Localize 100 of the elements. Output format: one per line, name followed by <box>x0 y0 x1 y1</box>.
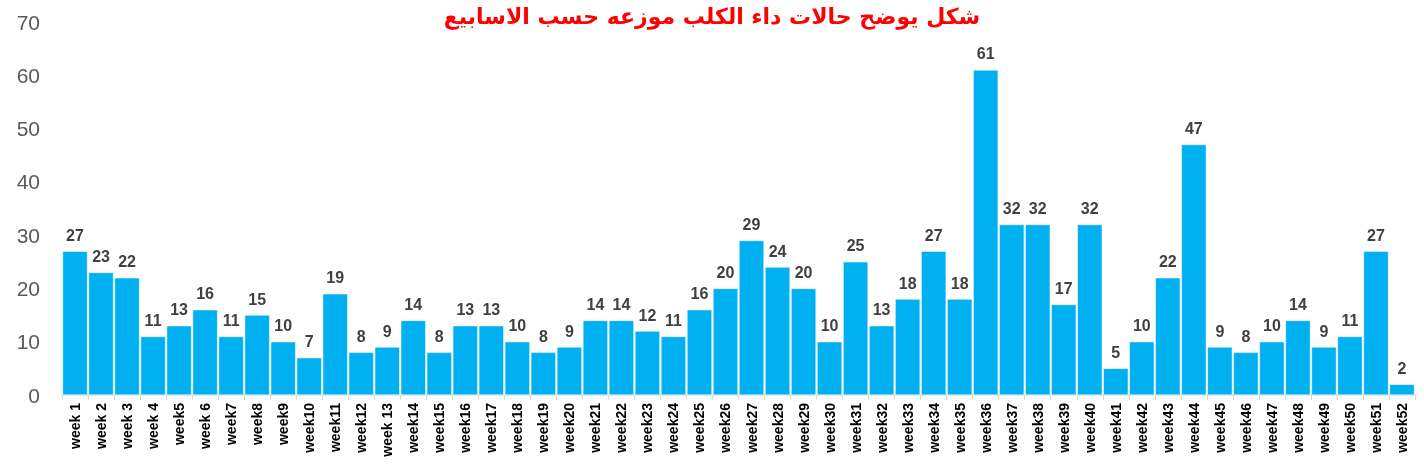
x-tick-label: week 4 <box>145 402 162 450</box>
x-tick-label: week50 <box>1341 402 1358 454</box>
x-tick-label: week 2 <box>93 402 110 450</box>
data-label: 29 <box>742 215 761 233</box>
x-tick-label: week33 <box>899 402 916 454</box>
data-label: 13 <box>170 301 189 319</box>
data-label: 27 <box>1367 226 1385 244</box>
data-label: 8 <box>434 327 444 345</box>
data-label: 22 <box>1158 253 1177 271</box>
x-tick-label: week5 <box>171 402 188 447</box>
x-tick-label: week14 <box>405 402 422 454</box>
data-label: 5 <box>1111 343 1121 361</box>
x-tick-label: week35 <box>951 402 968 454</box>
data-label: 25 <box>846 237 865 255</box>
data-label: 47 <box>1184 120 1203 138</box>
data-label: 13 <box>872 301 891 319</box>
data-label: 24 <box>768 242 787 260</box>
data-label: 22 <box>118 253 137 271</box>
y-tick-label: 0 <box>28 383 40 407</box>
data-label: 20 <box>716 263 735 281</box>
data-label: 17 <box>1054 279 1073 297</box>
x-tick-label: week45 <box>1211 402 1228 454</box>
x-tick-label: week52 <box>1393 402 1410 454</box>
x-tick-label: week46 <box>1237 402 1254 454</box>
data-label: 2 <box>1397 359 1407 377</box>
x-tick-label: week21 <box>587 402 604 454</box>
x-tick-label: week18 <box>509 402 526 454</box>
y-tick-label: 30 <box>16 223 40 247</box>
data-label: 10 <box>508 317 527 335</box>
data-label: 11 <box>144 311 162 329</box>
x-tick-label: week34 <box>925 402 942 454</box>
x-tick-label: week22 <box>613 402 630 454</box>
data-label: 32 <box>1002 199 1021 217</box>
data-label: 27 <box>66 226 85 244</box>
data-label: 14 <box>612 295 631 313</box>
x-tick-label: week9 <box>275 402 292 447</box>
x-tick-label: week12 <box>353 402 370 454</box>
x-tick-label: week8 <box>249 402 266 447</box>
y-tick-label: 40 <box>16 170 40 194</box>
data-label: 13 <box>482 301 501 319</box>
data-label: 11 <box>1341 311 1359 329</box>
x-tick-label: week30 <box>821 402 838 454</box>
y-tick-label: 50 <box>16 117 40 141</box>
y-tick-label: 20 <box>16 276 40 300</box>
data-label: 11 <box>664 311 683 329</box>
x-tick-label: week42 <box>1133 402 1150 454</box>
x-tick-label: week10 <box>301 402 318 454</box>
x-tick-label: week49 <box>1315 402 1332 454</box>
x-tick-label: week 13 <box>379 402 396 458</box>
x-tick-label: week7 <box>223 402 240 447</box>
y-tick-label: 70 <box>16 10 40 34</box>
x-tick-label: week17 <box>483 402 500 454</box>
data-label: 9 <box>564 322 574 340</box>
x-tick-label: week26 <box>717 402 734 454</box>
x-tick-label: week16 <box>457 402 474 454</box>
x-tick-label: week32 <box>873 402 890 454</box>
data-label: 8 <box>356 327 366 345</box>
data-label: 14 <box>1289 295 1307 313</box>
x-tick-label: week37 <box>1003 402 1020 454</box>
data-label: 7 <box>304 333 314 351</box>
x-tick-label: week20 <box>561 402 578 454</box>
x-tick-label: week25 <box>691 402 708 454</box>
data-label: 10 <box>1263 317 1281 335</box>
data-label: 32 <box>1028 199 1047 217</box>
data-label: 18 <box>950 274 969 292</box>
x-tick-label: week28 <box>769 402 786 454</box>
y-tick-label: 10 <box>16 330 40 354</box>
data-label: 19 <box>326 269 345 287</box>
data-label: 8 <box>538 327 548 345</box>
x-tick-label: week 1 <box>67 402 84 450</box>
x-tick-label: week24 <box>665 402 682 454</box>
data-label: 16 <box>196 285 215 303</box>
data-label: 11 <box>222 311 240 329</box>
data-label: 61 <box>976 45 995 63</box>
data-label: 15 <box>248 290 267 308</box>
data-label: 10 <box>820 317 839 335</box>
x-tick-label: week39 <box>1055 402 1072 454</box>
data-label: 9 <box>1319 322 1329 340</box>
y-tick-label: 60 <box>16 63 40 87</box>
data-label: 23 <box>92 247 111 265</box>
x-tick-label: week31 <box>847 402 864 454</box>
x-tick-label: week23 <box>639 402 656 454</box>
data-label: 9 <box>1215 322 1225 340</box>
data-label: 32 <box>1080 199 1099 217</box>
x-tick-label: week48 <box>1289 402 1306 454</box>
x-tick-label: week 3 <box>119 402 136 450</box>
x-tick-label: week27 <box>743 402 760 454</box>
x-tick-label: week 6 <box>197 402 214 450</box>
x-tick-label: week44 <box>1185 402 1202 454</box>
data-label: 8 <box>1241 327 1251 345</box>
x-tick-label: week38 <box>1029 402 1046 454</box>
x-tick-label: week19 <box>535 402 552 454</box>
x-tick-label: week43 <box>1159 402 1176 454</box>
data-label: 14 <box>404 295 423 313</box>
data-label: 14 <box>586 295 605 313</box>
chart-title: شكل يوضح حالات داء الكلب موزعه حسب الاسابيع <box>443 3 981 30</box>
data-label: 27 <box>924 226 943 244</box>
x-tick-label: week51 <box>1367 402 1384 454</box>
x-tick-label: week47 <box>1263 402 1280 454</box>
x-tick-label: week29 <box>795 402 812 454</box>
